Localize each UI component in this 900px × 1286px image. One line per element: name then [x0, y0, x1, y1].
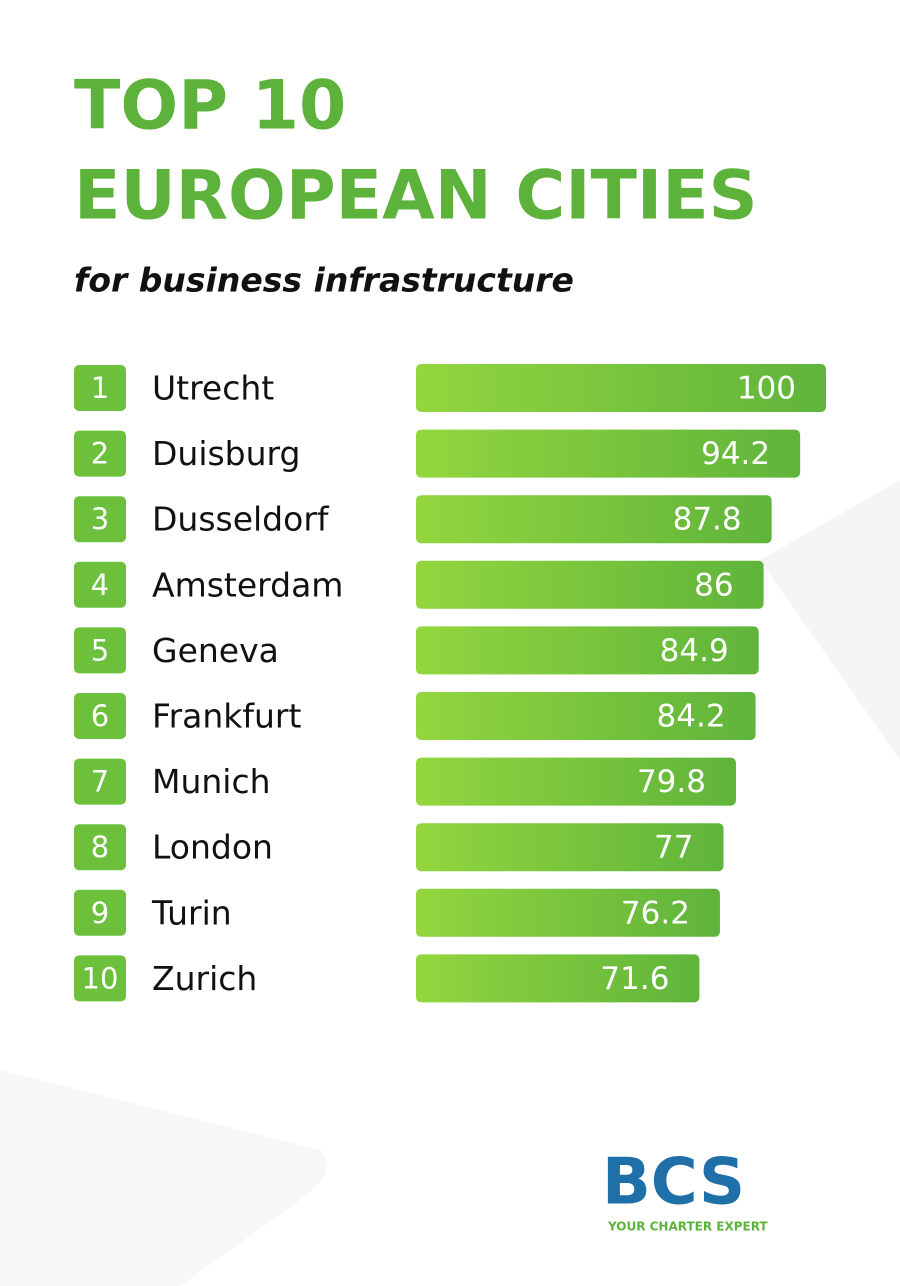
category-label: Zurich — [152, 959, 257, 998]
rank-label: 5 — [91, 633, 109, 667]
rank-label: 1 — [91, 371, 109, 405]
rank-label: 6 — [91, 699, 109, 733]
bar — [416, 823, 724, 872]
rank-box — [74, 693, 126, 739]
bg-shape — [760, 480, 900, 760]
logo-name: BCS — [602, 1146, 745, 1220]
bar — [416, 495, 772, 544]
value-label: 76.2 — [621, 895, 690, 931]
category-label: Utrecht — [152, 369, 274, 408]
rank-box — [74, 955, 126, 1002]
value-label: 84.2 — [657, 699, 726, 735]
bar — [416, 560, 764, 609]
value-label: 87.8 — [673, 502, 742, 538]
bar — [416, 954, 700, 1003]
value-label: 84.9 — [660, 633, 729, 669]
chart-subtitle: for business infrastructure — [74, 261, 574, 300]
rank-box — [74, 561, 126, 608]
category-label: Dusseldorf — [152, 500, 330, 539]
value-label: 100 — [737, 371, 796, 407]
rank-box — [74, 627, 126, 674]
value-label: 94.2 — [701, 436, 770, 472]
bar — [416, 757, 736, 806]
bar — [416, 888, 720, 937]
bar — [416, 626, 759, 675]
rank-label: 7 — [91, 765, 109, 799]
category-label: London — [152, 828, 273, 867]
value-label: 79.8 — [637, 764, 706, 800]
rank-box — [74, 430, 126, 477]
value-label: 86 — [694, 567, 733, 603]
category-label: Duisburg — [152, 434, 300, 473]
rank-box — [74, 496, 126, 543]
rank-box — [74, 365, 126, 411]
bar — [416, 364, 826, 412]
category-label: Turin — [151, 893, 232, 932]
chart-title: TOP 10 — [74, 67, 346, 146]
category-label: Frankfurt — [152, 697, 301, 736]
category-label: Amsterdam — [152, 565, 343, 604]
rank-label: 3 — [91, 502, 109, 536]
rank-box — [74, 889, 126, 936]
rank-label: 10 — [82, 961, 119, 995]
logo-tagline: YOUR CHARTER EXPERT — [607, 1220, 768, 1234]
rank-box — [74, 758, 126, 805]
category-label: Munich — [152, 762, 271, 801]
rank-box — [74, 824, 126, 871]
rank-label: 9 — [91, 896, 109, 930]
value-label: 77 — [654, 830, 693, 866]
rank-label: 8 — [91, 830, 109, 864]
chart-title: EUROPEAN CITIES — [74, 157, 758, 236]
rank-label: 2 — [91, 437, 109, 471]
bar — [416, 692, 756, 740]
value-label: 71.6 — [600, 961, 669, 997]
rank-label: 4 — [91, 568, 109, 602]
category-label: Geneva — [152, 631, 279, 670]
bar — [416, 429, 801, 478]
bg-shape — [0, 1070, 327, 1286]
